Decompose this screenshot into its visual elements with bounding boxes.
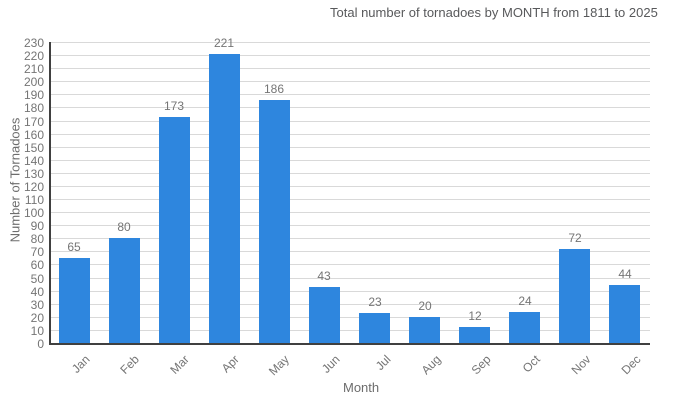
gridline-y-210 (51, 68, 650, 69)
y-tick-label-100: 100 (23, 206, 44, 220)
bar-jun (309, 287, 340, 343)
y-tick-label-50: 50 (30, 272, 44, 286)
gridline-y-140 (51, 160, 650, 161)
bar-value-jul: 23 (368, 295, 382, 309)
bar-jan (59, 258, 90, 343)
bar-dec (609, 285, 640, 343)
bar-apr (209, 54, 240, 343)
bar-value-oct: 24 (518, 294, 532, 308)
y-tick-label-110: 110 (24, 193, 44, 207)
y-tick-label-170: 170 (23, 115, 44, 129)
x-tick-label-feb: Feb (117, 352, 143, 377)
y-tick-label-20: 20 (30, 311, 44, 325)
y-tick-label-60: 60 (30, 258, 44, 272)
x-axis-title: Month (343, 380, 380, 395)
bar-feb (109, 238, 140, 343)
y-tick-label-160: 160 (23, 128, 44, 142)
y-tick-label-30: 30 (30, 298, 44, 312)
y-tick-label-190: 190 (23, 88, 44, 102)
y-axis-title: Number of Tornadoes (7, 117, 23, 243)
gridline-y-10 (51, 330, 650, 331)
bar-value-jun: 43 (317, 269, 331, 283)
y-tick-label-0: 0 (37, 337, 44, 351)
gridline-y-190 (51, 94, 650, 95)
chart-title: Total number of tornadoes by MONTH from … (330, 5, 658, 20)
bar-oct (509, 312, 540, 343)
x-tick-label-jun: Jun (318, 352, 343, 376)
gridline-y-180 (51, 107, 650, 108)
x-tick-label-jul: Jul (372, 352, 394, 374)
gridline-y-70 (51, 251, 650, 252)
bar-mar (159, 117, 190, 343)
gridline-y-220 (51, 55, 650, 56)
gridline-y-100 (51, 212, 650, 213)
y-tick-label-180: 180 (23, 101, 44, 115)
x-tick-label-oct: Oct (520, 352, 544, 376)
gridline-y-120 (51, 186, 650, 187)
bar-may (259, 100, 290, 343)
bar-nov (559, 249, 590, 343)
bar-value-jan: 65 (67, 240, 81, 254)
y-tick-label-210: 210 (23, 62, 44, 76)
x-tick-label-apr: Apr (219, 352, 243, 376)
gridline-y-130 (51, 173, 650, 174)
gridline-y-20 (51, 317, 650, 318)
x-axis-line (49, 343, 650, 345)
x-tick-label-jan: Jan (68, 352, 93, 376)
bar-value-may: 186 (263, 82, 285, 96)
bar-aug (409, 317, 440, 343)
y-tick-label-120: 120 (23, 180, 44, 194)
y-tick-label-90: 90 (30, 219, 44, 233)
bar-value-apr: 221 (213, 36, 235, 50)
x-tick-label-may: May (266, 352, 293, 379)
y-tick-label-150: 150 (23, 141, 44, 155)
gridline-y-90 (51, 225, 650, 226)
y-tick-label-70: 70 (30, 245, 44, 259)
bar-value-dec: 44 (618, 267, 632, 281)
y-tick-label-200: 200 (23, 75, 44, 89)
gridline-y-170 (51, 121, 650, 122)
gridline-y-230 (51, 42, 650, 43)
y-tick-label-230: 230 (23, 36, 44, 50)
y-axis-line (49, 42, 51, 345)
y-tick-label-140: 140 (23, 154, 44, 168)
gridline-y-60 (51, 264, 650, 265)
bar-value-nov: 72 (568, 231, 582, 245)
x-tick-label-aug: Aug (418, 352, 444, 378)
x-tick-label-nov: Nov (568, 352, 594, 378)
gridline-y-50 (51, 278, 650, 279)
y-tick-label-40: 40 (30, 285, 44, 299)
gridline-y-40 (51, 291, 650, 292)
bar-jul (359, 313, 390, 343)
gridline-y-80 (51, 238, 650, 239)
y-tick-label-10: 10 (30, 324, 44, 338)
x-tick-label-sep: Sep (468, 352, 494, 378)
bar-value-mar: 173 (163, 99, 185, 113)
y-tick-label-80: 80 (30, 232, 44, 246)
bar-value-feb: 80 (117, 220, 131, 234)
gridline-y-150 (51, 147, 650, 148)
bar-sep (459, 327, 490, 343)
gridline-y-160 (51, 134, 650, 135)
gridline-y-200 (51, 81, 650, 82)
y-tick-label-130: 130 (23, 167, 44, 181)
bar-value-aug: 20 (418, 299, 432, 313)
gridline-y-30 (51, 304, 650, 305)
x-tick-label-dec: Dec (618, 352, 644, 378)
bar-value-sep: 12 (468, 309, 482, 323)
gridline-y-110 (51, 199, 650, 200)
x-tick-label-mar: Mar (167, 352, 193, 377)
y-tick-label-220: 220 (23, 49, 44, 63)
